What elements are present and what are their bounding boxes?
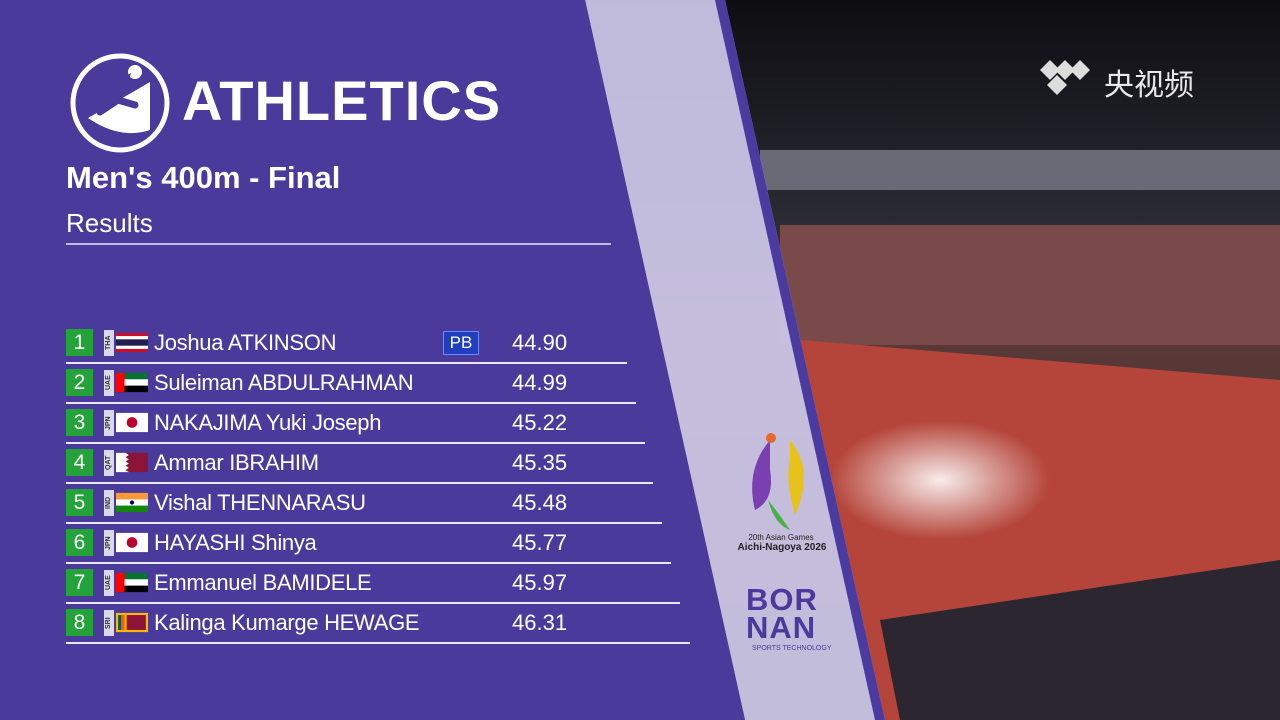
country-code: QAT [104, 450, 114, 476]
flag [116, 532, 148, 553]
flag [116, 332, 148, 353]
flag [116, 612, 148, 633]
result-row: 6 JPN HAYASHI Shinya 45.77 [66, 525, 706, 564]
time: 45.77 [512, 530, 568, 555]
athlete-name: Ammar IBRAHIM [154, 450, 319, 475]
flag [116, 372, 148, 393]
games-logo-purple [752, 440, 771, 510]
time: 45.22 [512, 410, 568, 435]
stadium-roof [760, 150, 1280, 190]
sport-icon-ring [70, 53, 170, 153]
sport-icon-ramp [88, 82, 150, 134]
result-row: 4 QAT Ammar IBRAHIM 45.35 [66, 445, 706, 484]
sport-title: ATHLETICS [182, 69, 502, 132]
time: 46.31 [512, 610, 568, 635]
flag [116, 572, 148, 593]
country-code: UAE [104, 570, 114, 596]
country-code: IND [104, 490, 114, 516]
games-logo-green [768, 500, 790, 530]
games-logo-line2: Aichi-Nagoya 2026 [737, 542, 827, 553]
band-edge [715, 0, 885, 720]
country-code: UAE [104, 370, 114, 396]
stands [780, 225, 1280, 345]
games-logo-yellow [788, 440, 804, 515]
athlete-name: Vishal THENNARASU [154, 490, 366, 515]
country-code: THA [104, 330, 114, 356]
time: 45.35 [512, 450, 568, 475]
rank: 5 [66, 489, 93, 516]
row-rule [66, 442, 645, 444]
athlete-name: Kalinga Kumarge HEWAGE [154, 610, 420, 635]
result-row: 8 SRI Kalinga Kumarge HEWAGE 46.31 [66, 605, 706, 644]
sport-icon-runner [96, 73, 139, 116]
sponsor-line2: NAN [746, 610, 817, 645]
rank: 7 [66, 569, 93, 596]
result-row: 7 UAE Emmanuel BAMIDELE 45.97 [66, 565, 706, 604]
record-badge: PB [443, 331, 479, 355]
athlete-name: HAYASHI Shinya [154, 530, 317, 555]
row-rule [66, 402, 636, 404]
flag [116, 412, 148, 433]
time: 45.48 [512, 490, 568, 515]
row-rule [66, 522, 662, 524]
result-row: 3 JPN NAKAJIMA Yuki Joseph 45.22 [66, 405, 706, 444]
rank: 4 [66, 449, 93, 476]
country-code: JPN [104, 530, 114, 556]
time: 44.90 [512, 330, 568, 355]
rank: 6 [66, 529, 93, 556]
rank: 3 [66, 409, 93, 436]
light-band [585, 0, 885, 720]
row-rule [66, 562, 671, 564]
rank: 8 [66, 609, 93, 636]
row-rule [66, 362, 627, 364]
watermark-icon [1040, 60, 1090, 95]
games-logo-sun [766, 433, 776, 443]
sponsor-tagline: SPORTS TECHNOLOGY [752, 645, 832, 652]
country-code: JPN [104, 410, 114, 436]
games-logo-line1: 20th Asian Games [748, 533, 814, 542]
athlete-name: Joshua ATKINSON [154, 330, 337, 355]
watermark: 央视频 [1104, 69, 1194, 102]
athlete-name: NAKAJIMA Yuki Joseph [154, 410, 382, 435]
flag [116, 452, 148, 473]
athlete-name: Emmanuel BAMIDELE [154, 570, 372, 595]
results-panel [0, 0, 745, 720]
flag [116, 492, 148, 513]
rank: 1 [66, 329, 93, 356]
athlete-name: Suleiman ABDULRAHMAN [154, 370, 414, 395]
event-title: Men's 400m - Final [66, 160, 341, 195]
time: 45.97 [512, 570, 568, 595]
light-glare [830, 420, 1050, 540]
sport-icon-head [128, 65, 142, 79]
time: 44.99 [512, 370, 568, 395]
result-row: 5 IND Vishal THENNARASU 45.48 [66, 485, 706, 524]
country-code: SRI [104, 610, 114, 636]
row-rule [66, 602, 680, 604]
crowd [880, 560, 1280, 720]
row-rule [66, 642, 690, 644]
row-rule [66, 482, 653, 484]
result-row: 2 UAE Suleiman ABDULRAHMAN 44.99 [66, 365, 706, 404]
subtitle: Results [66, 208, 153, 238]
result-row: 1 THA Joshua ATKINSON PB 44.90 [66, 325, 706, 364]
rank: 2 [66, 369, 93, 396]
sponsor-line1: BOR [746, 582, 818, 617]
